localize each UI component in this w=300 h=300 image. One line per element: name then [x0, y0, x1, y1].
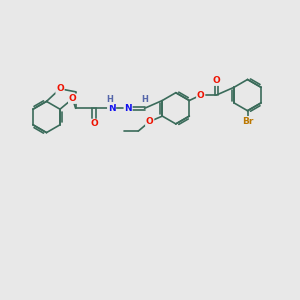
Text: N: N	[108, 104, 116, 113]
Text: H: H	[141, 95, 148, 104]
Text: O: O	[146, 117, 154, 126]
Text: H: H	[107, 95, 113, 104]
Text: O: O	[212, 76, 220, 85]
Text: N: N	[124, 104, 132, 113]
Text: O: O	[197, 91, 205, 100]
Text: O: O	[90, 119, 98, 128]
Text: Br: Br	[242, 117, 253, 126]
Text: O: O	[56, 84, 64, 93]
Text: O: O	[69, 94, 76, 103]
